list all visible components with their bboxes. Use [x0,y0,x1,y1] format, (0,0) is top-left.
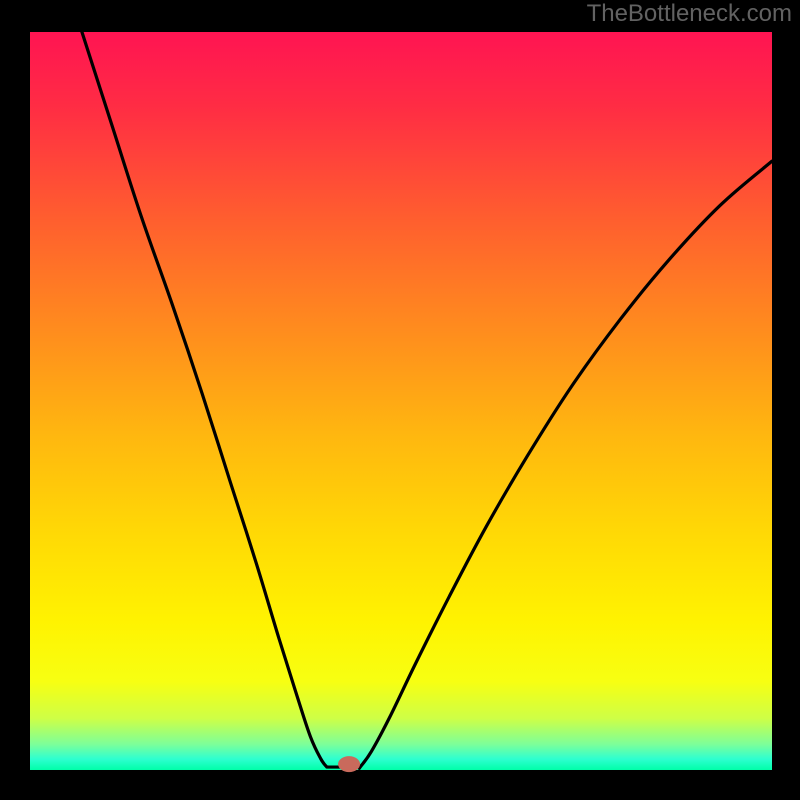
bottleneck-chart [0,0,800,800]
plot-background [30,32,772,770]
watermark-text: TheBottleneck.com [587,0,792,28]
optimal-marker [338,756,360,772]
chart-frame: TheBottleneck.com [0,0,800,800]
